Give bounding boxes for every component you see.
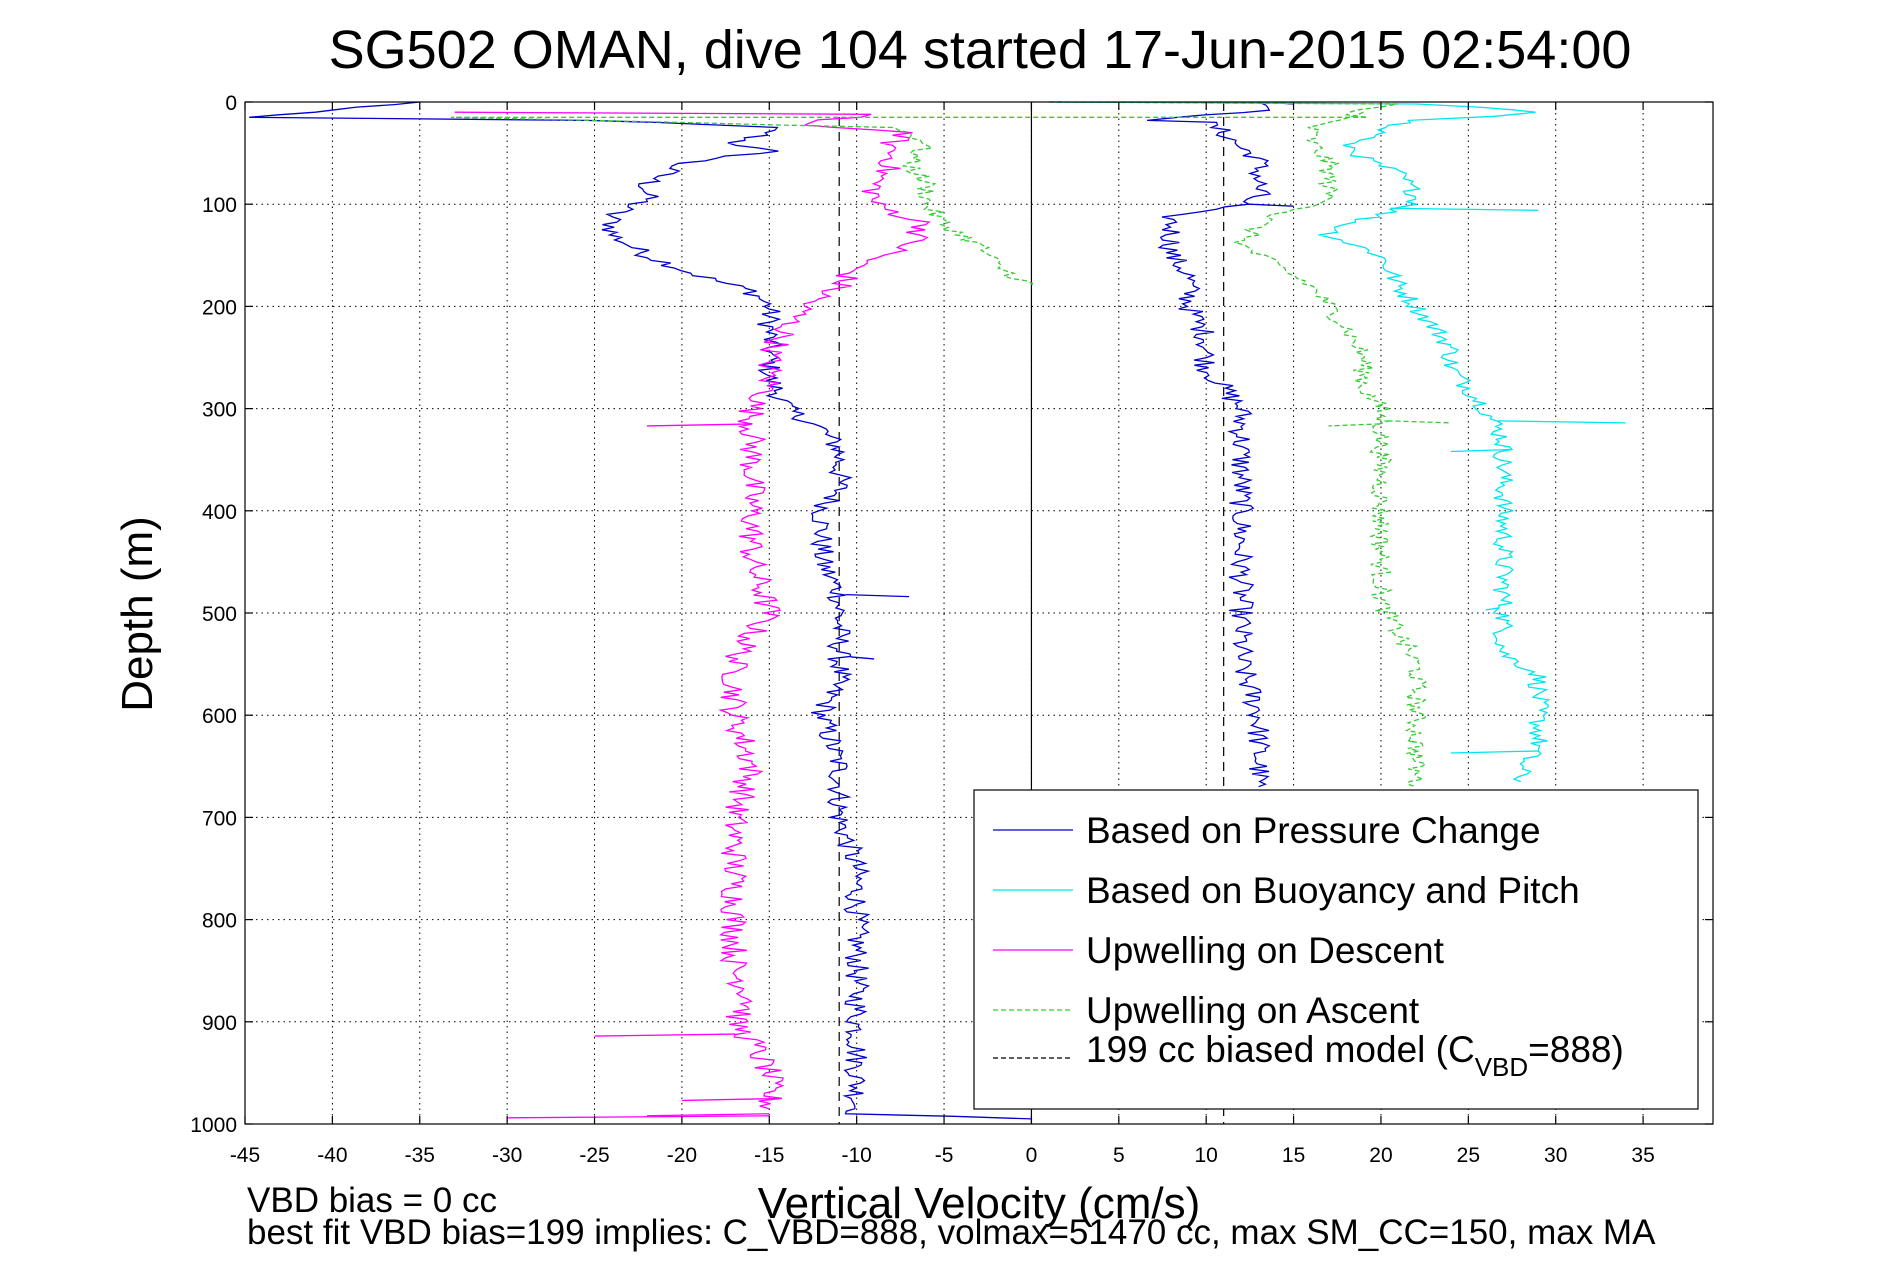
series-line-2 xyxy=(1048,101,1551,783)
series-spike xyxy=(507,1115,770,1119)
series-line-1 xyxy=(1147,101,1272,788)
legend-model-suffix: =888) xyxy=(1528,1029,1624,1070)
y-tick-label: 400 xyxy=(202,501,237,524)
legend-label: Upwelling on Ascent xyxy=(1086,990,1420,1031)
x-tick-label: 0 xyxy=(1026,1144,1038,1167)
y-tick-label: 100 xyxy=(202,194,237,217)
series-line-4 xyxy=(451,101,1398,287)
series-spike xyxy=(1387,420,1451,424)
series-spike xyxy=(594,1033,736,1037)
x-tick-label: 10 xyxy=(1195,1144,1218,1167)
series-spike xyxy=(1390,207,1539,211)
y-tick-label: 800 xyxy=(202,910,237,933)
legend-label-model: 199 cc biased model (CVBD=888) xyxy=(1086,1029,1624,1082)
x-axis-label: Vertical Velocity (cm/s) xyxy=(758,1179,1201,1228)
axis-ticks: -45 -40 -35 -30 -25 -20 -15 -10 -5 0 5 10 15 20 25 30 35… xyxy=(190,92,1713,1167)
series-spike xyxy=(646,423,753,427)
legend-label: Based on Pressure Change xyxy=(1086,810,1541,851)
x-tick-label: 5 xyxy=(1113,1144,1125,1167)
series-spike xyxy=(1450,750,1539,754)
x-tick-label: -5 xyxy=(935,1144,954,1167)
legend-model-prefix: 199 cc biased model (C xyxy=(1086,1029,1475,1070)
y-tick-label: 600 xyxy=(202,705,237,728)
footer-line-1: VBD bias = 0 cc xyxy=(247,1181,497,1220)
series-spike xyxy=(646,1113,770,1117)
series-spike xyxy=(850,656,875,660)
legend: Based on Pressure Change Based on Buoyanc… xyxy=(973,789,1699,1110)
legend-label: Upwelling on Descent xyxy=(1086,930,1445,971)
series-line-5 xyxy=(1234,111,1428,788)
legend-model-subscript: VBD xyxy=(1475,1052,1528,1082)
y-axis-label: Depth (m) xyxy=(113,516,162,712)
y-tick-label: 1000 xyxy=(190,1114,237,1137)
series-spike xyxy=(1248,203,1294,207)
x-tick-label: -25 xyxy=(579,1144,609,1167)
x-tick-label: -20 xyxy=(667,1144,697,1167)
x-tick-label: -45 xyxy=(230,1144,260,1167)
footer-line-2: best fit VBD bias=199 implies: C_VBD=888… xyxy=(247,1213,1656,1252)
x-tick-label: 25 xyxy=(1457,1144,1480,1167)
x-tick-label: -35 xyxy=(405,1144,435,1167)
x-tick-label: -15 xyxy=(754,1144,784,1167)
series-spike xyxy=(1485,607,1500,611)
x-tick-label: 30 xyxy=(1544,1144,1567,1167)
x-tick-label: -30 xyxy=(492,1144,522,1167)
y-tick-label: 700 xyxy=(202,807,237,830)
series-spike xyxy=(1408,740,1417,744)
legend-label: Based on Buoyancy and Pitch xyxy=(1086,870,1580,911)
series-spike xyxy=(1498,420,1626,424)
series-line-3 xyxy=(454,111,931,1110)
series-spike xyxy=(681,1097,782,1102)
chart-title: SG502 OMAN, dive 104 started 17-Jun-2015… xyxy=(329,20,1632,80)
series-spike xyxy=(1328,423,1380,427)
legend-box xyxy=(973,789,1699,1110)
series-spike xyxy=(845,593,910,598)
y-tick-label: 0 xyxy=(225,92,237,115)
x-tick-label: 20 xyxy=(1369,1144,1392,1167)
x-tick-label: -40 xyxy=(317,1144,347,1167)
y-tick-label: 200 xyxy=(202,296,237,319)
y-tick-label: 300 xyxy=(202,399,237,422)
series-spike xyxy=(1450,448,1512,453)
x-tick-label: 35 xyxy=(1631,1144,1654,1167)
y-tick-label: 900 xyxy=(202,1012,237,1035)
series-line-0 xyxy=(249,101,1032,1120)
y-tick-label: 500 xyxy=(202,603,237,626)
x-tick-label: 15 xyxy=(1282,1144,1305,1167)
x-tick-label: -10 xyxy=(841,1144,871,1167)
